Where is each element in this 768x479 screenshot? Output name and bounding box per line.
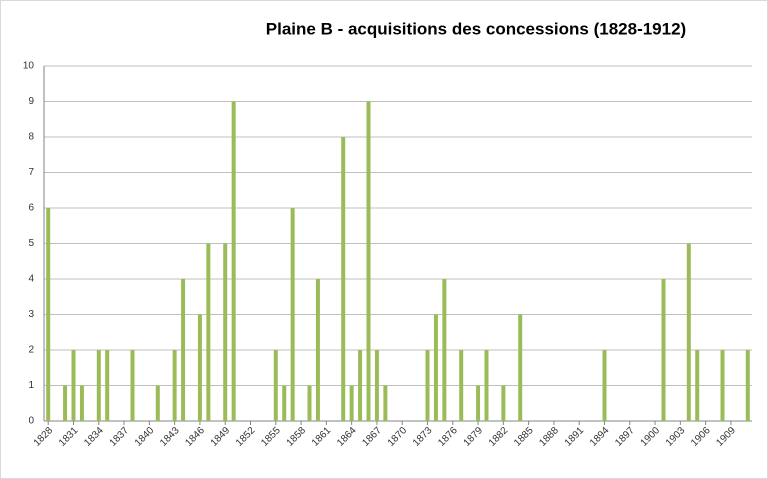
y-tick-label: 6 [28, 203, 34, 214]
y-tick-label: 7 [28, 167, 34, 178]
bar [442, 279, 447, 421]
bar [172, 350, 177, 421]
bar [501, 385, 506, 421]
bar [63, 385, 68, 421]
bar [349, 385, 354, 421]
y-tick-label: 10 [23, 61, 35, 72]
bar [720, 350, 725, 421]
y-tick-label: 1 [28, 380, 34, 391]
bar [476, 385, 481, 421]
bar [433, 314, 438, 421]
bar [425, 350, 430, 421]
bar [197, 314, 202, 421]
bar [307, 385, 312, 421]
bar [374, 350, 379, 421]
bar [206, 243, 211, 421]
bar [315, 279, 320, 421]
bar [602, 350, 607, 421]
bar [484, 350, 489, 421]
bar [105, 350, 110, 421]
bar [223, 243, 228, 421]
bar [518, 314, 523, 421]
y-tick-label: 3 [28, 309, 34, 320]
y-tick-label: 4 [28, 274, 34, 285]
bar [96, 350, 101, 421]
bar [181, 279, 186, 421]
y-tick-label: 8 [28, 132, 34, 143]
bar [459, 350, 464, 421]
y-tick-label: 0 [28, 416, 34, 427]
bar [366, 101, 371, 421]
bar [290, 208, 295, 421]
bar [695, 350, 700, 421]
y-tick-label: 9 [28, 96, 34, 107]
bar [46, 208, 51, 421]
bar [71, 350, 76, 421]
bar [130, 350, 135, 421]
bar [661, 279, 666, 421]
chart-title: Plaine B - acquisitions des concessions … [266, 19, 686, 38]
bar [155, 385, 160, 421]
bar [341, 137, 346, 421]
bar [282, 385, 287, 421]
bar [745, 350, 750, 421]
bar [686, 243, 691, 421]
bar [79, 385, 84, 421]
bar [273, 350, 278, 421]
bar [231, 101, 236, 421]
bar [383, 385, 388, 421]
bar [358, 350, 363, 421]
y-tick-label: 2 [28, 345, 34, 356]
y-tick-label: 5 [28, 238, 34, 249]
